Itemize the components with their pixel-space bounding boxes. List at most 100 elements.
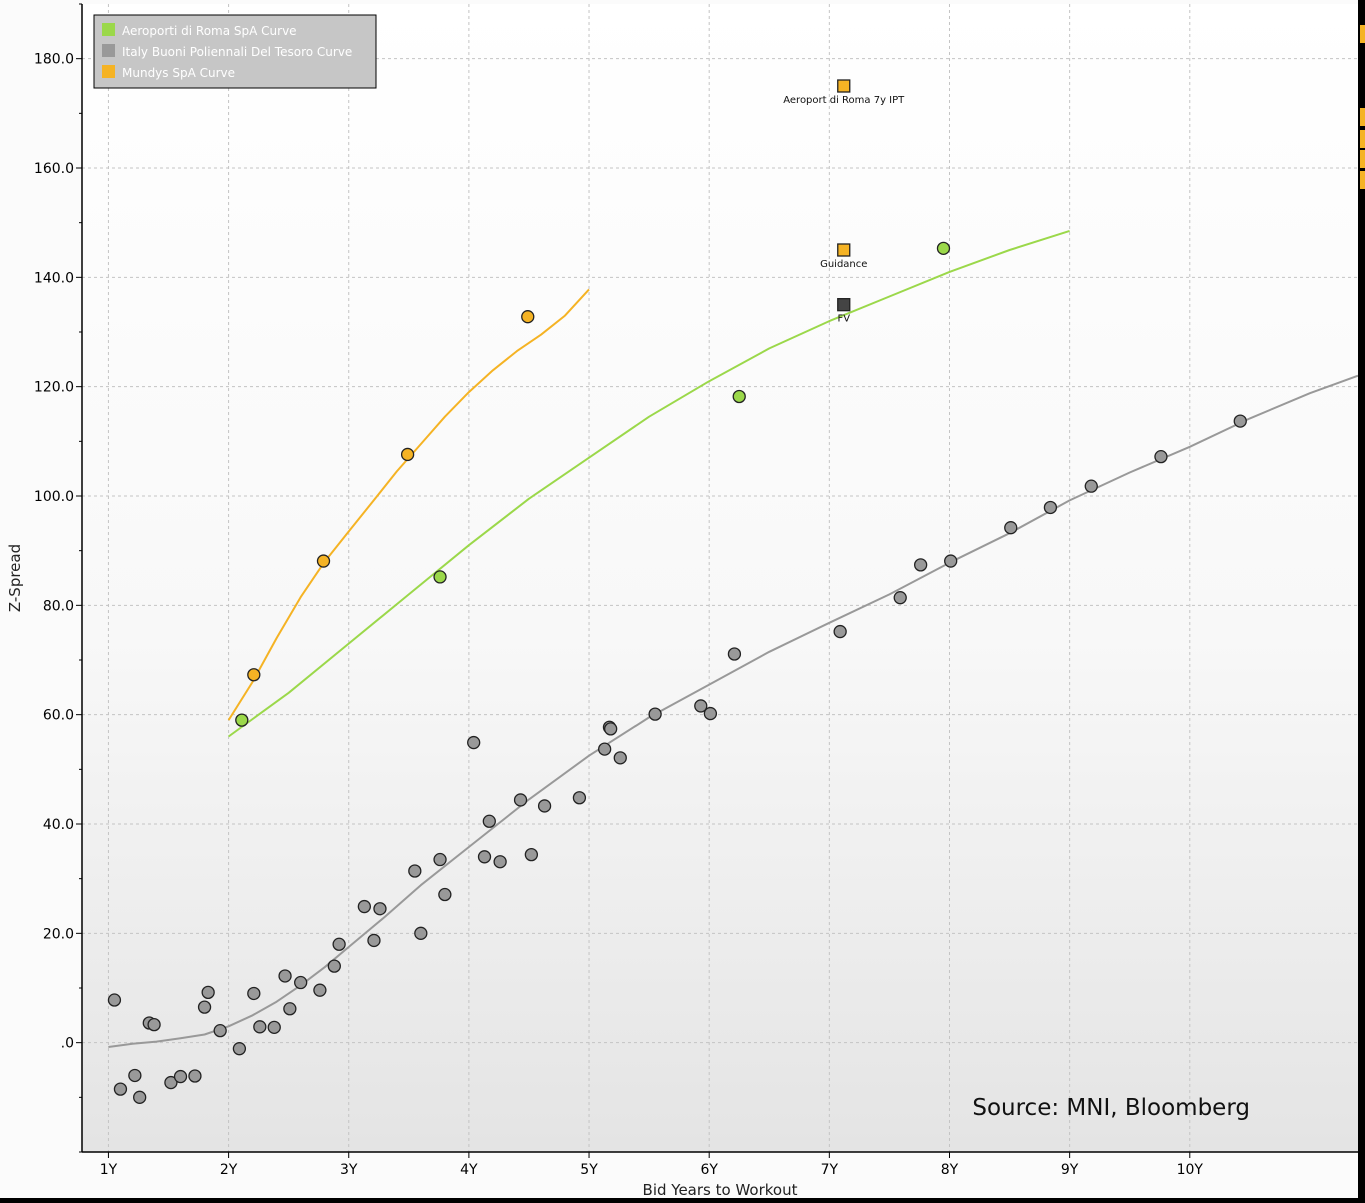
- data-point: [267, 1020, 281, 1035]
- x-tick-label: 5Y: [580, 1162, 598, 1178]
- y-tick-label: 60.0: [43, 708, 74, 724]
- data-point: [513, 793, 528, 807]
- data-point: [253, 1020, 267, 1034]
- data-point: [400, 447, 415, 462]
- data-point: [598, 742, 612, 756]
- y-tick-label: 100.0: [34, 489, 74, 505]
- data-point: [1233, 414, 1247, 428]
- y-tick-label: 140.0: [34, 270, 74, 286]
- annotation-marker: [837, 243, 851, 257]
- data-point: [482, 814, 496, 828]
- data-point: [278, 969, 292, 983]
- data-point: [113, 1082, 128, 1096]
- data-point: [893, 591, 907, 605]
- data-point: [164, 1075, 178, 1090]
- source-note: Source: MNI, Bloomberg: [972, 1095, 1250, 1121]
- data-point: [703, 706, 718, 721]
- legend-entry-label: Aeroporti di Roma SpA Curve: [122, 24, 297, 38]
- y-tick-label: 20.0: [43, 926, 74, 942]
- edge-marker: [1360, 25, 1365, 43]
- y-tick-label: 120.0: [34, 380, 74, 396]
- data-point: [147, 1017, 161, 1032]
- data-point: [188, 1069, 202, 1083]
- data-point: [128, 1068, 142, 1083]
- data-point: [247, 668, 261, 682]
- data-point: [694, 699, 708, 713]
- data-point: [493, 855, 507, 869]
- data-point: [914, 558, 928, 572]
- legend-swatch: [102, 65, 115, 78]
- x-axis: 1Y 2Y 3Y 4Y 5Y 6Y 7Y 8Y 9Y 10Y: [82, 1151, 1358, 1178]
- data-point: [107, 993, 122, 1007]
- x-tick-label: 6Y: [700, 1162, 718, 1178]
- data-point: [727, 647, 742, 661]
- data-point: [1154, 449, 1168, 464]
- legend-swatch: [102, 23, 115, 36]
- legend-box: [93, 14, 377, 89]
- data-point: [467, 735, 481, 750]
- data-point: [604, 722, 618, 736]
- data-point: [373, 902, 387, 916]
- y-tick-label: .0: [61, 1036, 74, 1052]
- y-tick-label: 40.0: [43, 817, 74, 833]
- data-point: [247, 986, 261, 1001]
- data-point: [367, 933, 381, 948]
- curve-line: [228, 229, 1070, 738]
- data-point: [232, 1042, 247, 1056]
- x-axis-title: Bid Years to Workout: [643, 1181, 798, 1199]
- x-tick-label: 9Y: [1061, 1162, 1079, 1178]
- data-point: [572, 791, 587, 805]
- data-point: [936, 241, 951, 256]
- data-point: [213, 1023, 227, 1038]
- data-point: [732, 389, 746, 404]
- data-point: [1043, 500, 1058, 515]
- x-tick-label: 2Y: [220, 1162, 238, 1178]
- legend-swatch: [102, 44, 115, 57]
- data-point: [327, 959, 341, 973]
- edge-marker: [1360, 130, 1365, 148]
- legend-entry-label: Mundys SpA Curve: [122, 66, 235, 80]
- data-point: [408, 864, 422, 878]
- data-point: [521, 310, 535, 324]
- legend-entry-label: Italy Buoni Poliennali Del Tesoro Curve: [122, 45, 352, 59]
- data-points: [107, 241, 1247, 1104]
- data-point: [944, 554, 958, 568]
- data-point: [524, 847, 539, 862]
- data-point: [1084, 479, 1098, 493]
- edge-marker: [1360, 171, 1365, 189]
- data-point: [294, 975, 308, 990]
- grid-lines: [82, 4, 1358, 1152]
- y-tick-label: 80.0: [43, 598, 74, 614]
- edge-marker: [1360, 150, 1365, 168]
- annotation-label: FV: [837, 314, 850, 325]
- x-tick-label: 10Y: [1177, 1162, 1204, 1178]
- bond-annotations: Aeroport di Roma 7y IPT Guidance FV: [783, 79, 905, 325]
- data-point: [613, 751, 627, 765]
- data-point: [1004, 521, 1018, 535]
- x-tick-label: 1Y: [100, 1162, 118, 1178]
- data-point: [313, 983, 327, 997]
- x-tick-label: 3Y: [340, 1162, 358, 1178]
- y-tick-label: 160.0: [34, 161, 74, 177]
- data-point: [357, 899, 372, 914]
- data-point: [316, 554, 331, 568]
- right-edge-markers: [1360, 25, 1365, 189]
- annotation-marker: [837, 298, 851, 312]
- data-point: [235, 713, 249, 727]
- data-point: [433, 852, 447, 867]
- data-point: [648, 707, 662, 721]
- data-point: [438, 887, 452, 902]
- data-point: [133, 1090, 147, 1104]
- data-point: [332, 937, 346, 951]
- data-point: [201, 985, 215, 1000]
- data-point: [283, 1002, 297, 1016]
- edge-marker: [1360, 108, 1365, 126]
- annotation-marker: [837, 79, 851, 93]
- data-point: [477, 850, 492, 864]
- legend: Aeroporti di Roma SpA Curve Italy Buoni P…: [93, 14, 377, 89]
- x-tick-label: 4Y: [460, 1162, 478, 1178]
- y-tick-label: 180.0: [34, 52, 74, 68]
- x-tick-label: 7Y: [821, 1162, 839, 1178]
- data-point: [433, 570, 447, 584]
